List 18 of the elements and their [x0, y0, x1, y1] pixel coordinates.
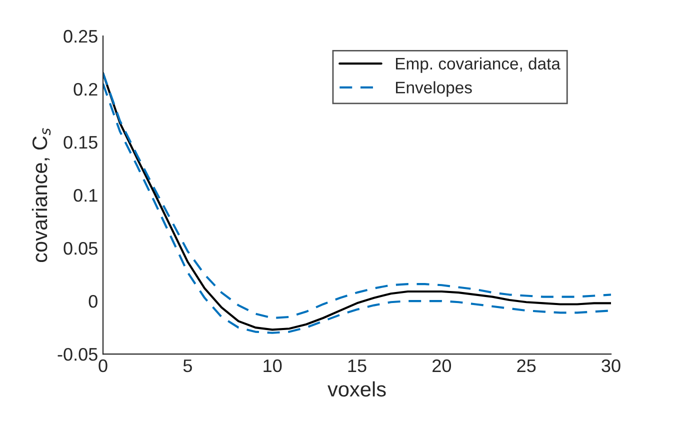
x-tick-label: 10: [264, 359, 282, 372]
y-axis-title: covariance, C$_{s}$: [32, 128, 51, 262]
x-tick-label: 0: [98, 359, 108, 372]
x-tick-label: 20: [432, 359, 452, 372]
y-tick-label: 0.15: [64, 136, 98, 149]
x-tick-label: 25: [517, 359, 536, 372]
y-tick-label: 0: [88, 294, 98, 308]
y-tick-label: 0.05: [64, 242, 98, 255]
y-tick-label: 0.1: [74, 188, 98, 202]
x-tick-label: 15: [348, 360, 366, 372]
y-tick-label: 0.25: [64, 30, 98, 43]
legend-label: Emp. covariance, data: [396, 57, 560, 73]
x-axis-title: voxels: [328, 381, 386, 397]
legend-label: Envelopes: [396, 81, 472, 97]
y-tick-label: 0.2: [74, 82, 98, 96]
x-tick-label: 30: [602, 359, 620, 372]
y-tick-label: -0.05: [58, 348, 98, 361]
x-tick-label: 5: [183, 360, 192, 372]
